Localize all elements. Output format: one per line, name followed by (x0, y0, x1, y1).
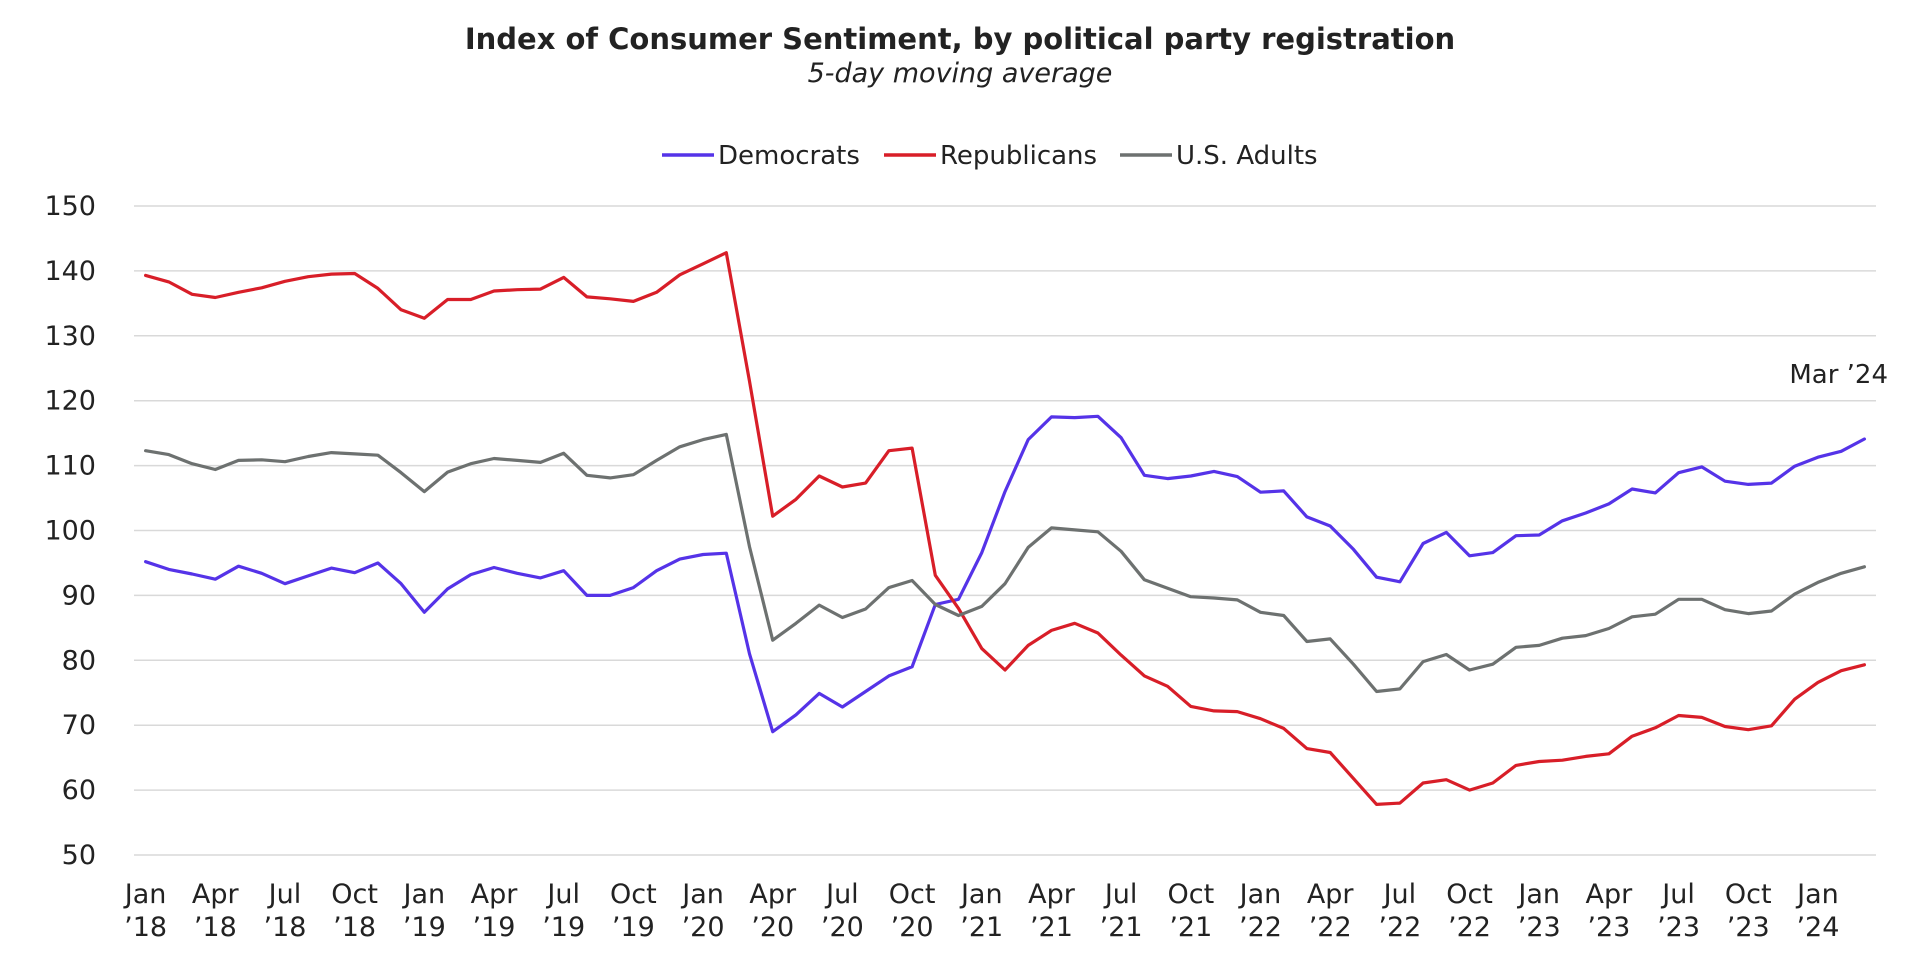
y-tick-label-70: 70 (62, 710, 96, 741)
x-tick-label-month-21: Apr (1586, 879, 1634, 910)
x-tick-label-month-18: Jul (1382, 879, 1417, 910)
x-tick-label-month-6: Jul (545, 879, 580, 910)
x-tick-label-year-2: ’18 (263, 912, 306, 943)
series-line-republicans (144, 251, 1867, 807)
y-tick-label-90: 90 (62, 580, 96, 611)
x-tick-label-year-6: ’19 (542, 912, 585, 943)
x-tick-label-month-19: Oct (1446, 879, 1493, 910)
legend-label-democrats: Democrats (718, 141, 860, 171)
series-line-democrats (144, 414, 1867, 734)
x-tick-label-year-23: ’23 (1727, 912, 1770, 943)
x-tick-label-year-4: ’19 (403, 912, 446, 943)
chart-title: Index of Consumer Sentiment, by politica… (464, 22, 1456, 56)
x-tick-label-year-24: ’24 (1796, 912, 1839, 943)
x-tick-label-year-13: ’21 (1030, 912, 1073, 943)
x-tick-label-year-7: ’19 (612, 912, 655, 943)
x-tick-label-year-18: ’22 (1378, 912, 1421, 943)
y-tick-label-100: 100 (44, 516, 96, 547)
x-tick-label-year-16: ’22 (1239, 912, 1282, 943)
y-tick-label-50: 50 (62, 840, 96, 871)
x-tick-label-year-3: ’18 (333, 912, 376, 943)
x-tick-label-month-2: Jul (267, 879, 302, 910)
x-tick-label-year-1: ’18 (194, 912, 237, 943)
x-tick-label-month-9: Apr (749, 879, 797, 910)
x-tick-label-month-3: Oct (331, 879, 378, 910)
x-tick-label-month-16: Jan (1238, 879, 1282, 910)
y-tick-label-80: 80 (62, 645, 96, 676)
x-tick-label-year-15: ’21 (1169, 912, 1212, 943)
y-tick-label-110: 110 (44, 451, 96, 482)
y-tick-label-130: 130 (44, 321, 96, 352)
x-tick-label-month-4: Jan (402, 879, 446, 910)
x-tick-label-year-10: ’20 (821, 912, 864, 943)
x-tick-label-year-22: ’23 (1657, 912, 1700, 943)
x-tick-label-month-0: Jan (123, 879, 167, 910)
x-tick-label-year-17: ’22 (1309, 912, 1352, 943)
x-tick-label-month-14: Jul (1103, 879, 1138, 910)
x-tick-label-year-14: ’21 (1100, 912, 1143, 943)
x-tick-label-month-17: Apr (1307, 879, 1355, 910)
x-tick-label-month-23: Oct (1725, 879, 1772, 910)
y-tick-label-60: 60 (62, 775, 96, 806)
legend-label-u-s-adults: U.S. Adults (1176, 141, 1318, 171)
annotation-last-month: Mar ’24 (1789, 360, 1888, 390)
x-tick-label-year-19: ’22 (1448, 912, 1491, 943)
legend-label-republicans: Republicans (940, 141, 1097, 171)
x-tick-label-month-15: Oct (1167, 879, 1214, 910)
x-tick-label-month-5: Apr (471, 879, 519, 910)
y-tick-label-140: 140 (44, 256, 96, 287)
x-tick-label-month-22: Jul (1660, 879, 1695, 910)
x-tick-label-month-12: Jan (959, 879, 1003, 910)
chart-subtitle: 5-day moving average (807, 58, 1113, 89)
x-tick-label-year-9: ’20 (751, 912, 794, 943)
x-tick-label-year-12: ’21 (960, 912, 1003, 943)
x-tick-label-year-21: ’23 (1587, 912, 1630, 943)
x-tick-label-month-7: Oct (610, 879, 657, 910)
x-tick-label-month-8: Jan (680, 879, 724, 910)
series-line-u-s-adults (144, 432, 1867, 694)
x-tick-label-year-0: ’18 (124, 912, 167, 943)
x-tick-label-year-5: ’19 (473, 912, 516, 943)
x-tick-label-month-13: Apr (1028, 879, 1076, 910)
y-tick-label-120: 120 (44, 386, 96, 417)
x-tick-label-month-11: Oct (889, 879, 936, 910)
x-tick-label-year-20: ’23 (1518, 912, 1561, 943)
y-tick-label-150: 150 (44, 191, 96, 222)
x-tick-label-month-1: Apr (192, 879, 240, 910)
x-tick-label-month-24: Jan (1795, 879, 1839, 910)
x-tick-label-year-8: ’20 (682, 912, 725, 943)
x-tick-label-month-10: Jul (824, 879, 859, 910)
x-tick-label-year-11: ’20 (891, 912, 934, 943)
x-tick-label-month-20: Jan (1516, 879, 1560, 910)
